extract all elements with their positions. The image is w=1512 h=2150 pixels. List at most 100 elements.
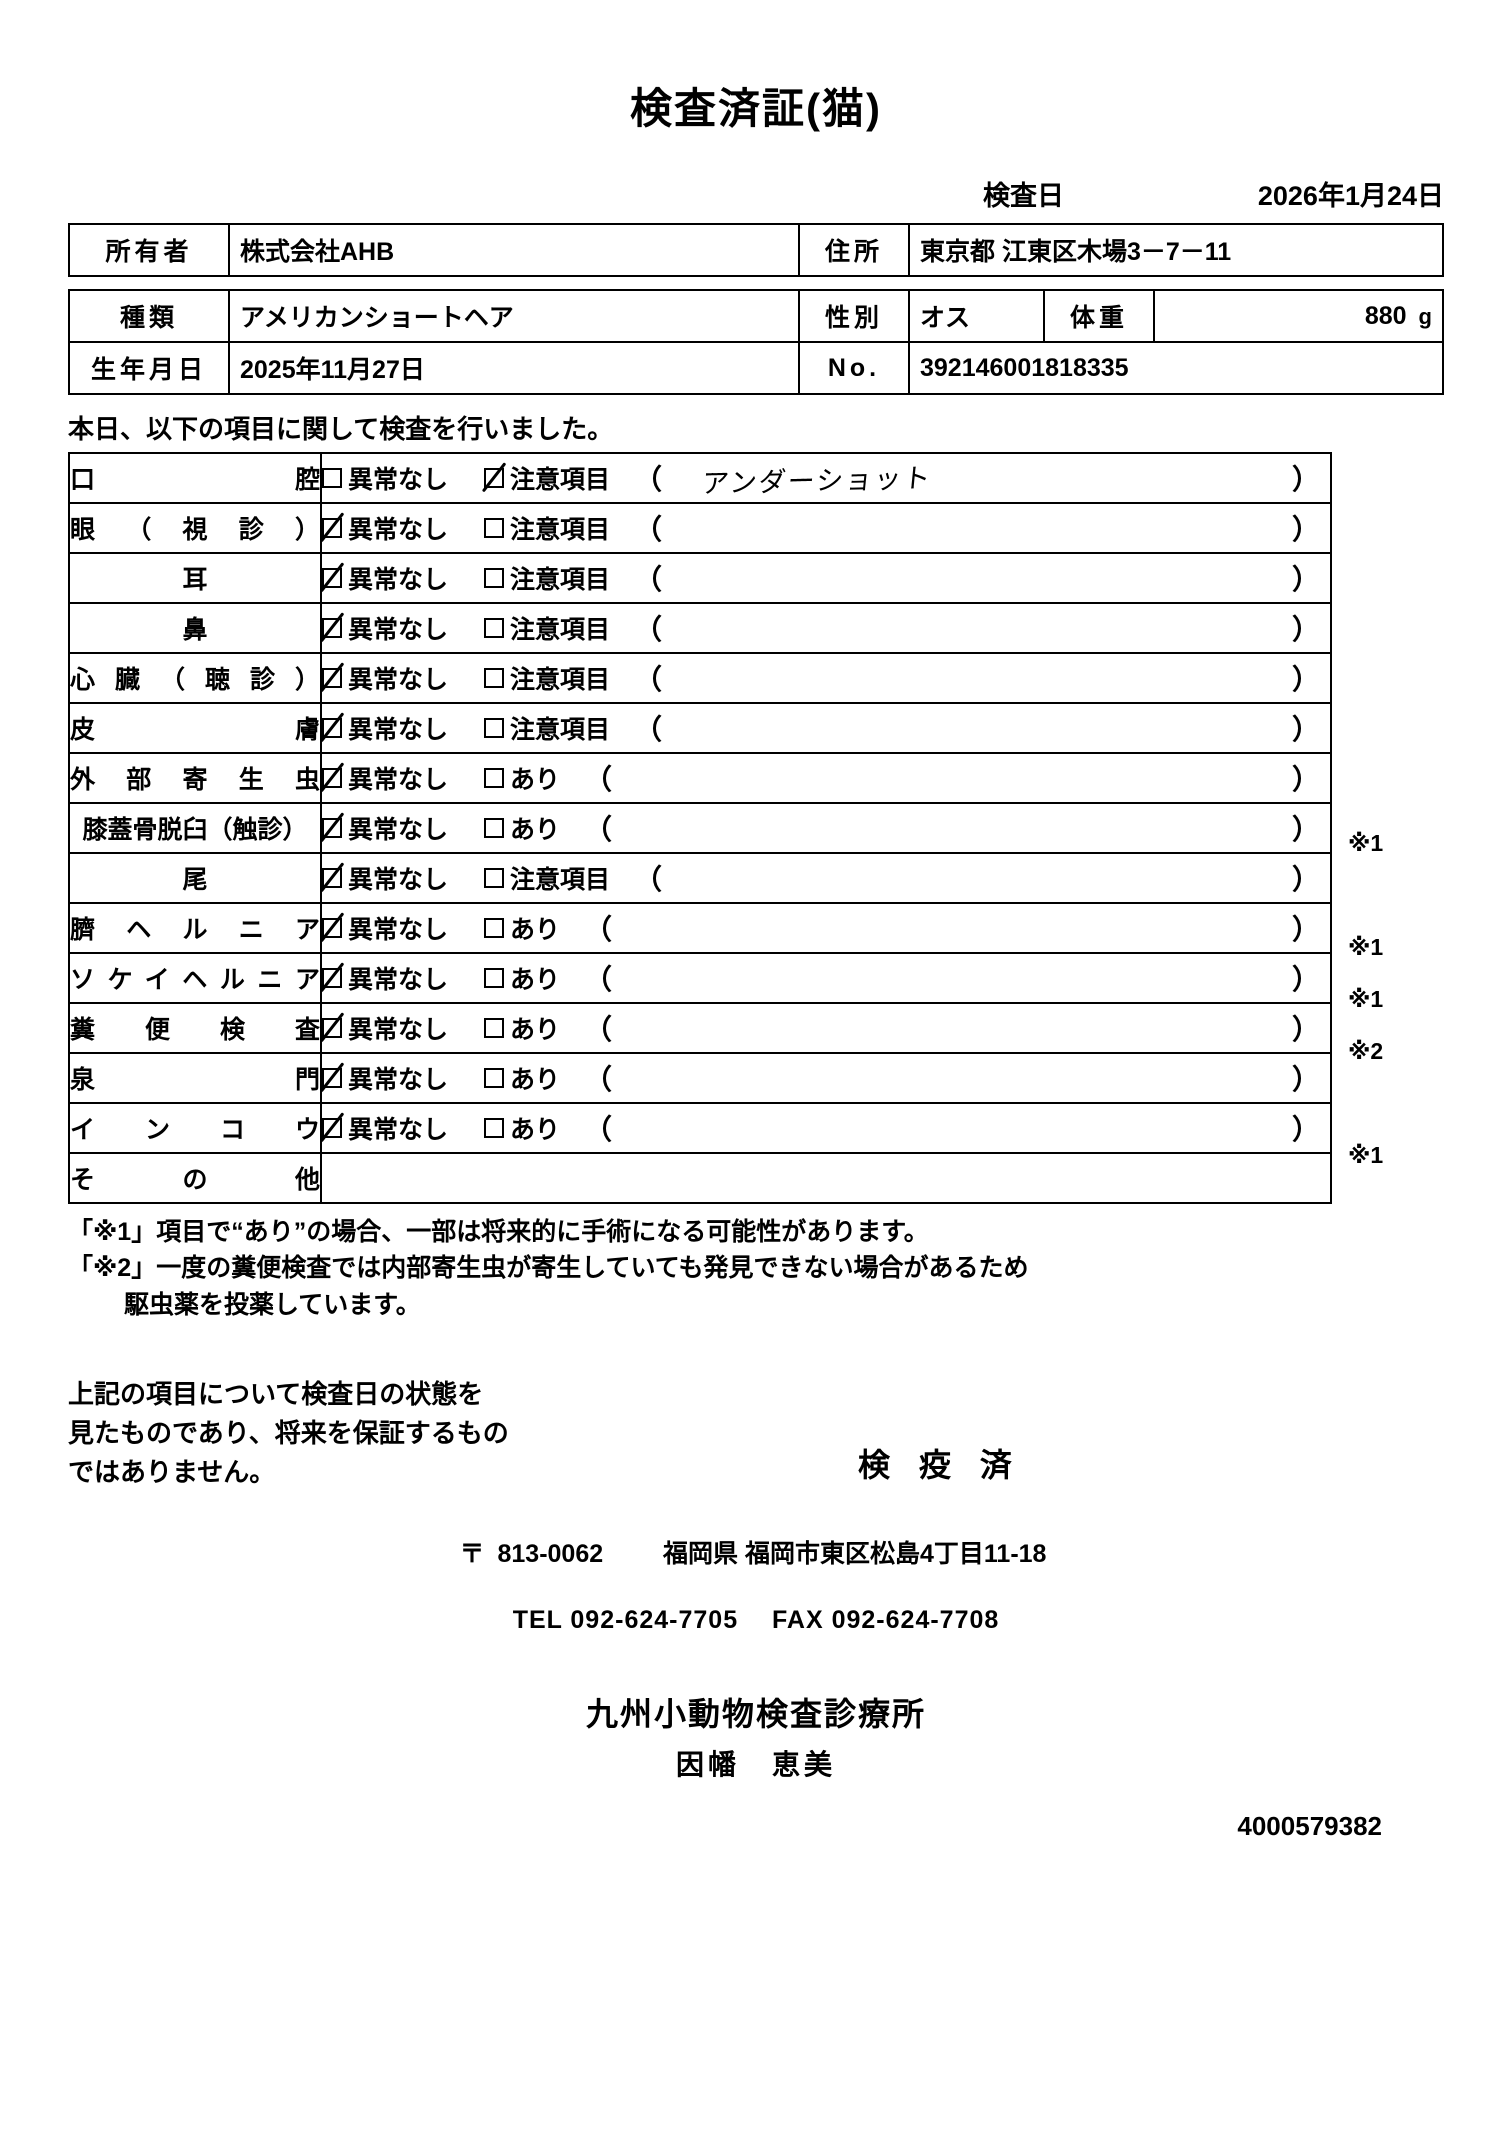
checkbox-option-normal[interactable]: 異常なし	[322, 810, 448, 846]
checkbox-option-finding[interactable]: あり	[484, 810, 560, 846]
checked-checkbox-icon[interactable]	[322, 1018, 342, 1038]
checkbox-icon[interactable]	[484, 568, 505, 588]
disclaimer-section: 上記の項目について検査日の状態を 見たものであり、将来を保証するもの ではありま…	[68, 1375, 1444, 1492]
exam-item-label: 尾	[68, 852, 322, 904]
exam-item-row: 泉 門異常なし あり （ ）	[68, 1052, 1332, 1104]
intro-text: 本日、以下の項目に関して検査を行いました。	[68, 414, 614, 444]
exam-item-label: 泉 門	[68, 1052, 322, 1104]
checkbox-option-normal[interactable]: 異常なし	[322, 1110, 448, 1146]
exam-item-row: ソケイヘルニア 異常なし あり （ ）	[68, 952, 1332, 1004]
checkbox-icon[interactable]	[322, 468, 342, 488]
checkbox-icon[interactable]	[484, 1068, 505, 1088]
checked-checkbox-icon[interactable]	[322, 518, 342, 538]
checkbox-label: あり	[510, 1066, 561, 1094]
exam-item-label: 臍 ヘ ル ニ ア	[68, 902, 322, 954]
weight-cell: 880 g	[1153, 289, 1444, 343]
reference-number: 4000579382	[1237, 1810, 1382, 1841]
sex-label: 性別	[798, 289, 910, 343]
checkbox-option-normal[interactable]: 異常なし	[322, 710, 448, 746]
checkbox-option-finding[interactable]: あり	[484, 760, 560, 796]
checked-checkbox-icon[interactable]	[322, 868, 342, 888]
disclaimer-line-1: 上記の項目について検査日の状態を	[68, 1378, 484, 1409]
note-paren-open: （	[634, 464, 663, 495]
checkbox-option-normal[interactable]: 異常なし	[322, 560, 448, 596]
checkbox-icon[interactable]	[484, 718, 505, 738]
checkbox-option-finding[interactable]: 注意項目	[484, 710, 610, 746]
exam-date-row: 検査日 2026年1月24日	[0, 174, 1512, 213]
checkbox-option-finding[interactable]: あり	[484, 910, 560, 946]
checked-checkbox-icon[interactable]	[322, 618, 342, 638]
checkbox-option-normal[interactable]: 異常なし	[322, 960, 448, 996]
checkbox-icon[interactable]	[484, 618, 505, 638]
checkbox-icon[interactable]	[484, 668, 505, 688]
checkbox-icon[interactable]	[484, 1018, 505, 1038]
checkbox-option-normal[interactable]: 異常なし	[322, 860, 448, 896]
checked-checkbox-icon[interactable]	[322, 918, 342, 938]
postal-symbol: 〒	[459, 1539, 485, 1568]
microchip-no-label: No.	[798, 341, 910, 395]
checkbox-label: あり	[510, 816, 561, 844]
checkbox-icon[interactable]	[484, 818, 505, 838]
checkbox-label: 注意項目	[510, 466, 611, 494]
note-paren-open: （	[634, 614, 663, 645]
checkbox-option-normal[interactable]: 異常なし	[322, 1010, 448, 1046]
checkbox-icon[interactable]	[484, 768, 505, 788]
checkbox-label: あり	[510, 1116, 561, 1144]
checkbox-label: 異常なし	[348, 716, 449, 744]
checkbox-icon[interactable]	[484, 1118, 505, 1138]
checkbox-icon[interactable]	[484, 918, 505, 938]
checkbox-option-finding[interactable]: 注意項目	[484, 560, 610, 596]
exam-item-body: 異常なし 注意項目 （ ）	[320, 502, 1332, 554]
checked-checkbox-icon[interactable]	[322, 718, 342, 738]
checkbox-label: 異常なし	[348, 616, 449, 644]
checked-checkbox-icon[interactable]	[322, 818, 342, 838]
checkbox-option-normal[interactable]: 異常なし	[322, 510, 448, 546]
checkbox-option-normal[interactable]: 異常なし	[322, 460, 448, 496]
checkbox-label: 異常なし	[348, 866, 449, 894]
checkbox-option-finding[interactable]: あり	[484, 1010, 560, 1046]
checkbox-option-finding[interactable]: 注意項目	[484, 610, 610, 646]
checkbox-option-normal[interactable]: 異常なし	[322, 610, 448, 646]
note-paren-close: ）	[1291, 964, 1320, 995]
checkbox-label: 注意項目	[510, 866, 611, 894]
checked-checkbox-icon[interactable]	[322, 668, 342, 688]
checkbox-icon[interactable]	[484, 968, 505, 988]
note-paren-open: （	[584, 1114, 613, 1145]
note-paren-open: （	[634, 864, 663, 895]
checked-checkbox-icon[interactable]	[322, 1068, 342, 1088]
checkbox-option-finding[interactable]: 注意項目	[484, 460, 610, 496]
exam-item-body: 異常なし 注意項目 （ ）	[320, 852, 1332, 904]
sex-value: オス	[908, 289, 1045, 343]
breed-row: 種類 アメリカンショートヘア 性別 オス 体重 880 g	[68, 289, 1444, 343]
checked-checkbox-icon[interactable]	[322, 1118, 342, 1138]
checked-checkbox-icon[interactable]	[322, 968, 342, 988]
checkbox-option-finding[interactable]: 注意項目	[484, 660, 610, 696]
checkbox-option-normal[interactable]: 異常なし	[322, 760, 448, 796]
checkbox-label: 異常なし	[348, 766, 449, 794]
checkbox-option-finding[interactable]: 注意項目	[484, 510, 610, 546]
checkbox-option-normal[interactable]: 異常なし	[322, 910, 448, 946]
checkbox-icon[interactable]	[484, 518, 505, 538]
checked-checkbox-icon[interactable]	[322, 568, 342, 588]
birthdate-value: 2025年11月27日	[228, 341, 800, 395]
checkbox-option-finding[interactable]: あり	[484, 960, 560, 996]
exam-item-row: 心 臓 （ 聴 診 ） 異常なし 注意項目 （ ）	[68, 652, 1332, 704]
note-paren-close: ）	[1291, 564, 1320, 595]
exam-item-row: 耳異常なし 注意項目 （ ）	[68, 552, 1332, 604]
exam-item-row: 外 部 寄 生 虫異常なし あり （ ）	[68, 752, 1332, 804]
checkbox-option-finding[interactable]: あり	[484, 1110, 560, 1146]
checkbox-icon[interactable]	[484, 868, 505, 888]
checkbox-option-normal[interactable]: 異常なし	[322, 660, 448, 696]
checked-checkbox-icon[interactable]	[322, 768, 342, 788]
note-paren-open: （	[584, 1014, 613, 1045]
checkbox-label: あり	[510, 766, 561, 794]
checkbox-option-finding[interactable]: 注意項目	[484, 860, 610, 896]
checkbox-option-finding[interactable]: あり	[484, 1060, 560, 1096]
exam-item-row: 鼻異常なし 注意項目 （ ）	[68, 602, 1332, 654]
pet-info-table: 種類 アメリカンショートヘア 性別 オス 体重 880 g 生年月日 2025年1…	[68, 289, 1444, 395]
checkbox-option-normal[interactable]: 異常なし	[322, 1060, 448, 1096]
birth-row: 生年月日 2025年11月27日 No. 392146001818335	[68, 341, 1444, 395]
address-value: 東京都 江東区木場3－7－11	[908, 223, 1444, 277]
disclaimer-text: 上記の項目について検査日の状態を 見たものであり、将来を保証するもの ではありま…	[68, 1375, 708, 1492]
checked-checkbox-icon[interactable]	[484, 468, 505, 488]
